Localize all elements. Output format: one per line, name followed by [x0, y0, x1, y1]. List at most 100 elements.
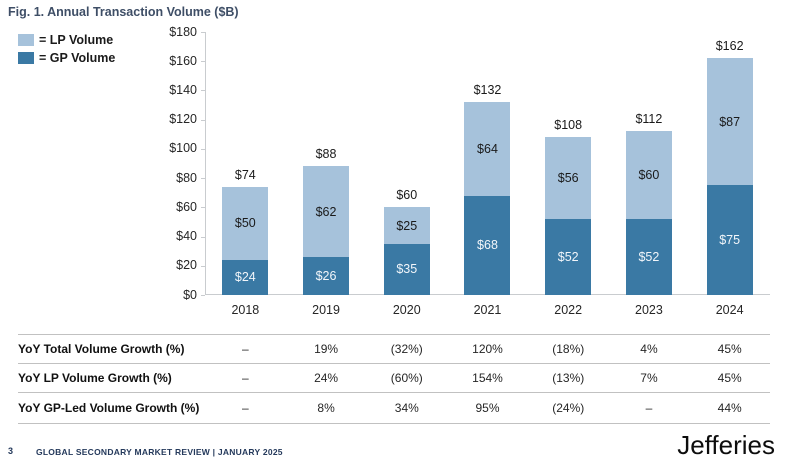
growth-value-cell: 19%	[314, 342, 339, 356]
x-axis-label: 2021	[473, 303, 502, 317]
bar-total-label: $60	[396, 188, 418, 203]
lp-volume-segment: $62	[303, 166, 350, 258]
growth-value-cell: 45%	[717, 342, 742, 356]
growth-value-cell: 7%	[640, 371, 658, 385]
bar-stack: $162 $87 $75	[706, 39, 753, 295]
gp-volume-segment: $24	[222, 259, 269, 295]
footer-text: GLOBAL SECONDARY MARKET REVIEW | JANUARY…	[36, 447, 283, 457]
growth-value-cell: –	[242, 371, 249, 385]
growth-value-cell: (32%)	[390, 342, 423, 356]
lp-volume-segment: $56	[545, 137, 592, 220]
legend-item-label: = LP Volume	[39, 33, 114, 47]
y-axis-tick-label: $80	[176, 170, 197, 185]
growth-value-cell: 154%	[472, 371, 503, 385]
chart-legend: = LP Volume = GP Volume	[18, 31, 115, 67]
x-axis-label: 2022	[554, 303, 583, 317]
growth-value-cell: 34%	[394, 401, 419, 415]
bar-stack: $108 $56 $52	[545, 118, 592, 295]
x-axis-label: 2020	[392, 303, 421, 317]
y-axis-tick-mark	[201, 120, 205, 121]
bar-column: $60 $25 $35	[366, 32, 447, 295]
y-axis-tick-mark	[201, 178, 205, 179]
y-axis-tick-mark	[201, 32, 205, 33]
growth-value-cell: 120%	[472, 342, 503, 356]
y-axis-tick-label: $120	[169, 112, 197, 127]
y-axis-tick-mark	[201, 61, 205, 62]
bar-column: $108 $56 $52	[528, 32, 609, 295]
lp-volume-segment: $50	[222, 186, 269, 260]
bar-total-label: $162	[715, 39, 744, 54]
x-axis-label: 2018	[231, 303, 260, 317]
bar-column: $162 $87 $75	[689, 32, 770, 295]
legend-item: = GP Volume	[18, 49, 115, 67]
y-axis-tick-label: $100	[169, 141, 197, 156]
growth-value-cell: 44%	[717, 401, 742, 415]
growth-value-cell: –	[242, 401, 249, 415]
gp-volume-segment: $52	[545, 219, 592, 295]
growth-value-cell: 45%	[717, 371, 742, 385]
growth-value-cell: 8%	[317, 401, 335, 415]
y-axis-tick-mark	[201, 207, 205, 208]
gp-volume-segment: $26	[303, 257, 350, 295]
y-axis-tick-mark	[201, 149, 205, 150]
bar-column: $88 $62 $26	[286, 32, 367, 295]
gp-volume-segment: $68	[464, 195, 511, 295]
y-axis-tick-label: $140	[169, 82, 197, 97]
bar-stack: $60 $25 $35	[383, 188, 430, 295]
gp-volume-segment: $52	[625, 219, 672, 295]
bar-stack: $74 $50 $24	[222, 167, 269, 295]
table-row-label: YoY Total Volume Growth (%)	[18, 342, 185, 356]
bar-total-label: $132	[473, 83, 502, 98]
figure-title: Fig. 1. Annual Transaction Volume ($B)	[8, 5, 239, 19]
growth-value-cell: (60%)	[390, 371, 423, 385]
y-axis-tick-label: $160	[169, 53, 197, 68]
bar-total-label: $88	[315, 147, 337, 162]
table-row-label: YoY GP-Led Volume Growth (%)	[18, 401, 200, 415]
bar-total-label: $112	[635, 112, 663, 127]
bar-stack: $112 $60 $52	[625, 112, 672, 295]
growth-value-cell: –	[242, 342, 249, 356]
lp-volume-segment: $87	[706, 58, 753, 186]
page-number: 3	[8, 446, 14, 456]
lp-volume-segment: $64	[464, 102, 511, 196]
y-axis-tick-label: $180	[169, 24, 197, 39]
x-axis-label: 2024	[715, 303, 744, 317]
bar-total-label: $74	[234, 167, 256, 182]
growth-value-cell: 95%	[475, 401, 500, 415]
lp-volume-segment: $25	[383, 207, 430, 244]
gp-volume-segment: $75	[706, 185, 753, 295]
bar-column: $74 $50 $24	[205, 32, 286, 295]
y-axis-tick-mark	[201, 266, 205, 267]
table-row: YoY GP-Led Volume Growth (%) – 8% 34% 95% (24…	[18, 392, 770, 424]
x-axis-label: 2019	[312, 303, 340, 317]
y-axis-tick-mark	[201, 237, 205, 238]
gp-volume-swatch-icon	[18, 52, 34, 64]
table-row: YoY LP Volume Growth (%) – 24% (60%) 154% (13…	[18, 363, 770, 392]
jefferies-logo: Jefferies	[677, 430, 775, 460]
bar-stack: $88 $62 $26	[303, 147, 350, 295]
lp-volume-swatch-icon	[18, 34, 34, 46]
bar-column: $112 $60 $52	[609, 32, 690, 295]
table-row: YoY Total Volume Growth (%) – 19% (32%) 120%…	[18, 334, 770, 363]
growth-value-cell: 4%	[640, 342, 658, 356]
lp-volume-segment: $60	[625, 131, 672, 220]
table-row-label: YoY LP Volume Growth (%)	[18, 371, 172, 385]
gp-volume-segment: $35	[383, 243, 430, 295]
y-axis-tick-mark	[201, 295, 205, 296]
y-axis-tick-label: $0	[183, 287, 197, 302]
y-axis-tick-mark	[201, 90, 205, 91]
legend-item-label: = GP Volume	[39, 51, 116, 65]
bar-stack: $132 $64 $68	[464, 83, 511, 295]
y-axis-tick-label: $20	[176, 258, 197, 273]
growth-value-cell: –	[645, 401, 653, 415]
growth-value-cell: (18%)	[552, 342, 585, 356]
y-axis-tick-label: $40	[176, 229, 197, 244]
bar-total-label: $108	[554, 118, 583, 133]
y-axis-tick-label: $60	[176, 199, 197, 214]
growth-value-cell: 24%	[314, 371, 339, 385]
x-axis-label: 2023	[635, 303, 663, 317]
growth-value-cell: (13%)	[552, 371, 585, 385]
growth-value-cell: (24%)	[552, 401, 585, 415]
